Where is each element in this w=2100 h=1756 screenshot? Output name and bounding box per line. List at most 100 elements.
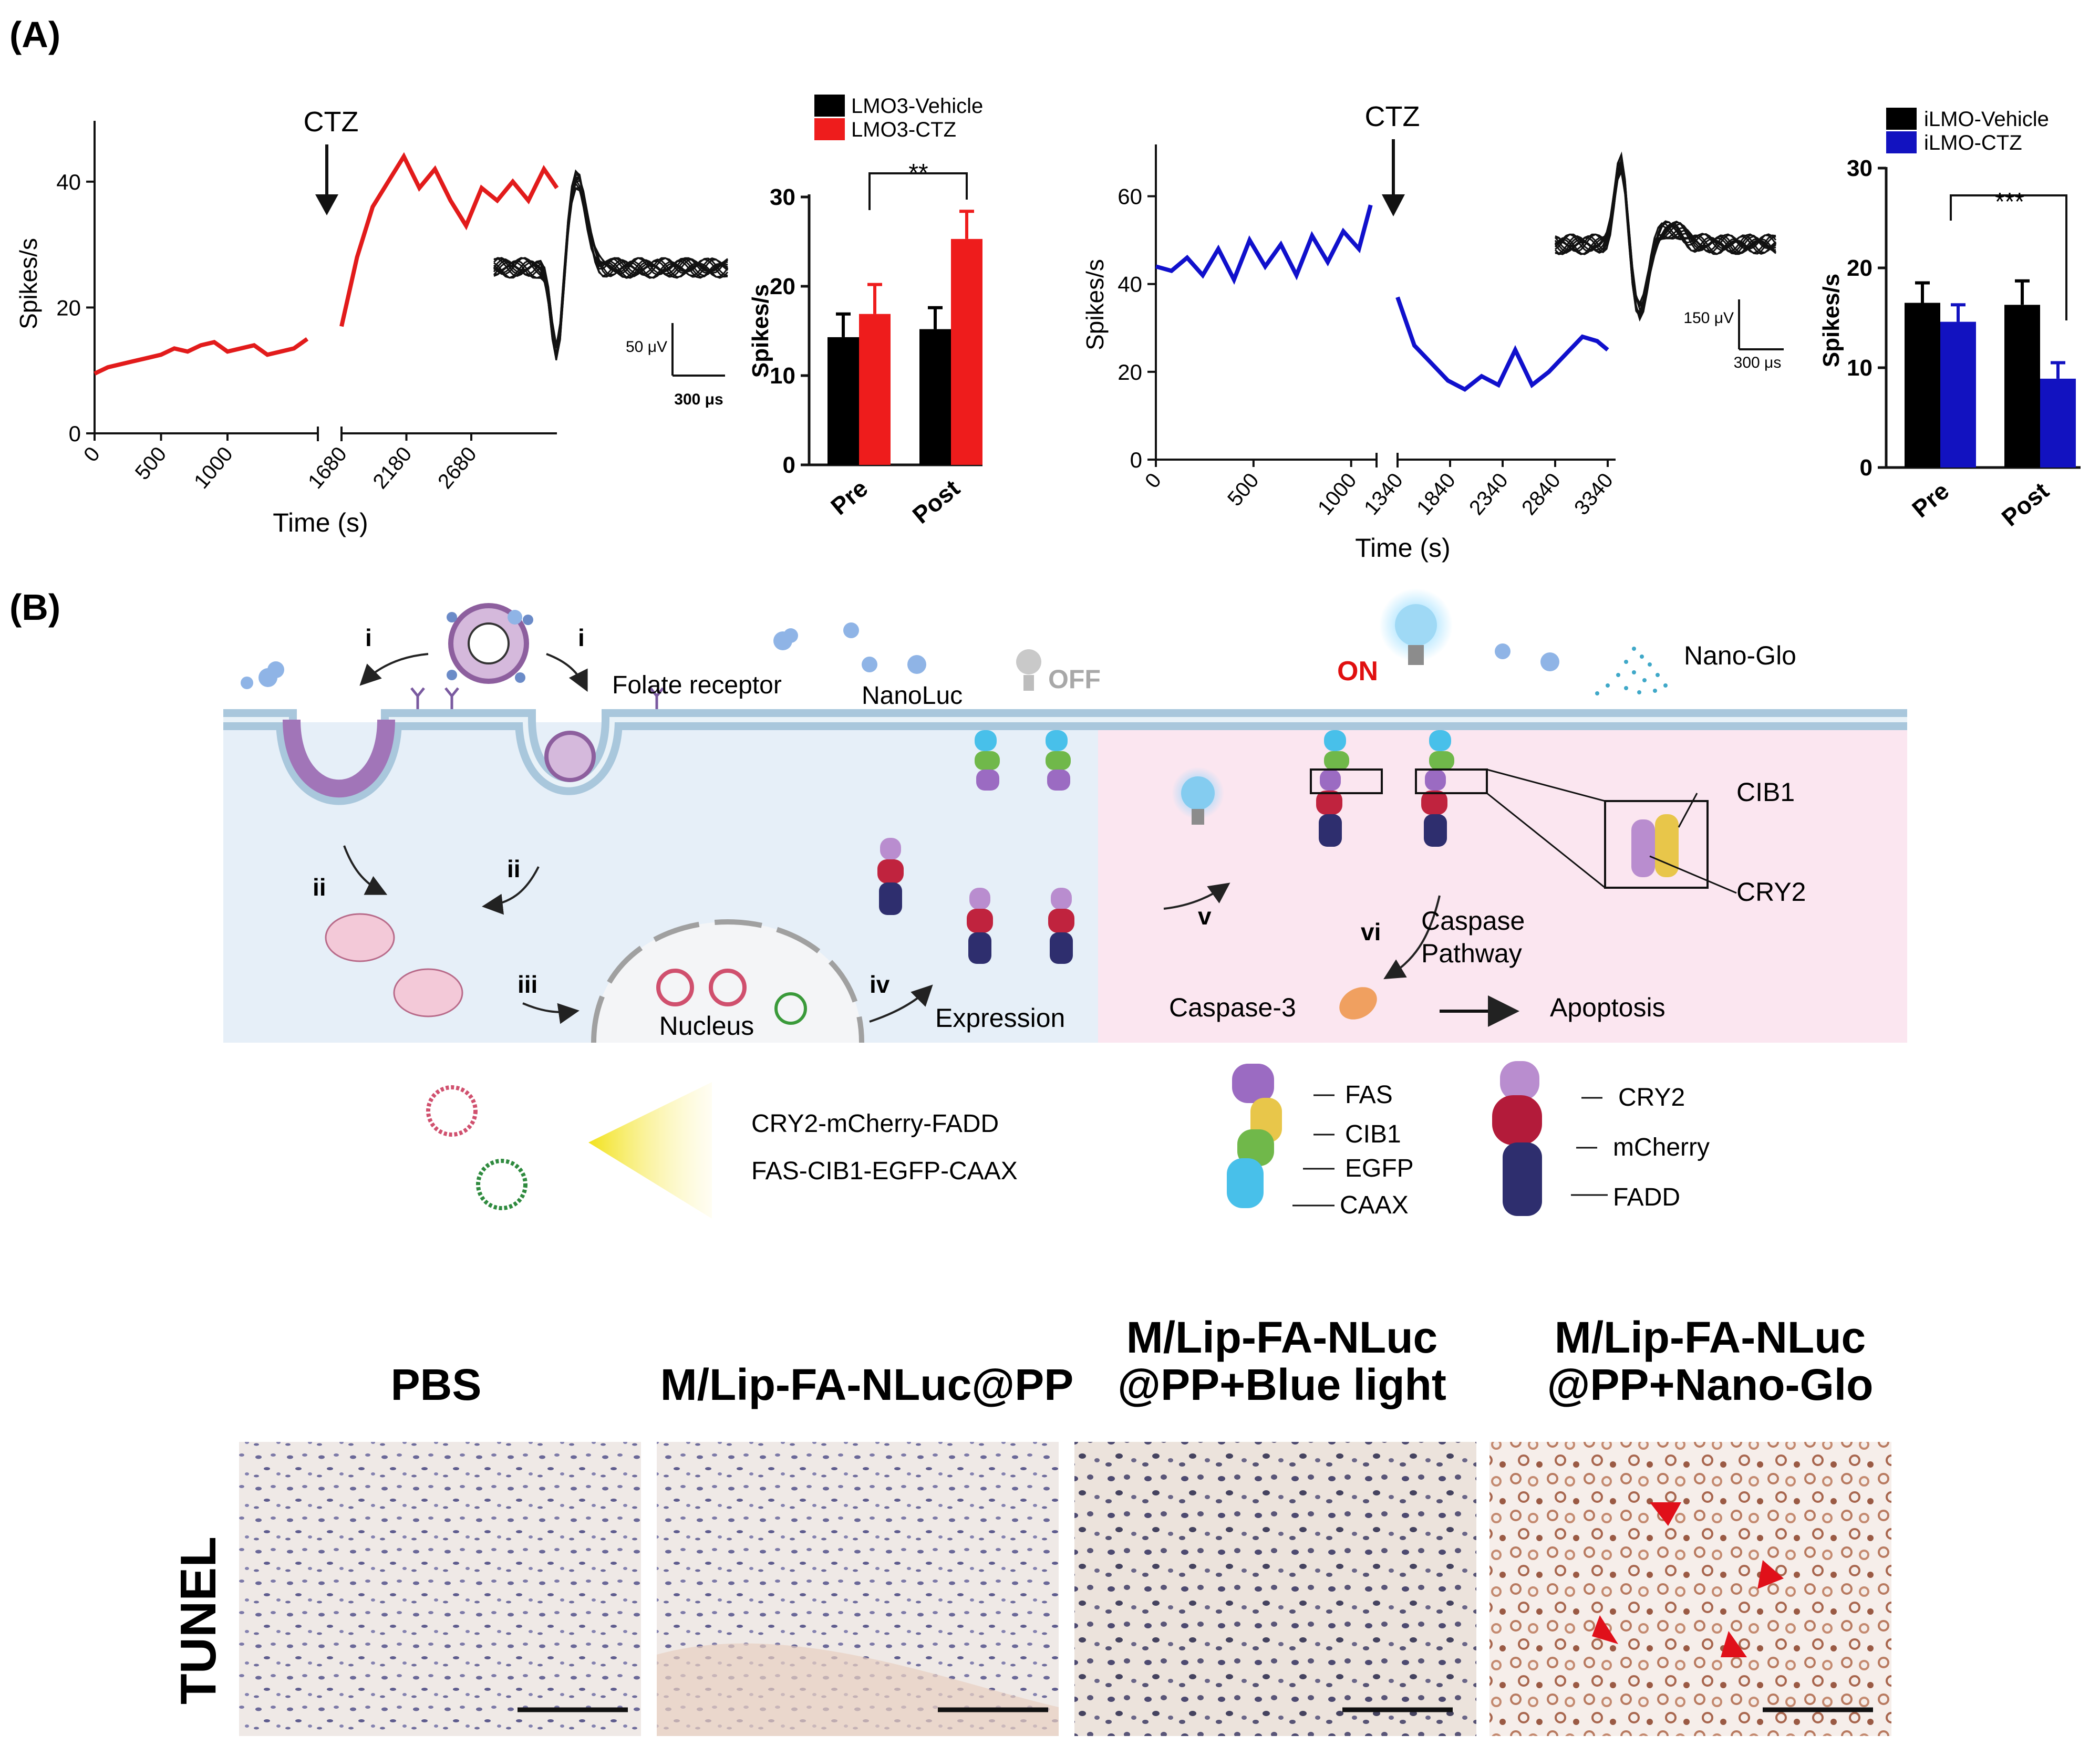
step-iii: iii	[518, 971, 537, 998]
lmo3-bar-chart: 0 10 20 30 Pre Post Spikes/s ** LMO3-Vehicle…	[748, 95, 983, 529]
cib1-label: CIB1	[1736, 777, 1795, 807]
lmo3-trace-chart: 0 20 40 0 500 1000 1680 2180 2680 Spikes/s Time…	[15, 106, 729, 537]
legend-caax: CAAX	[1340, 1191, 1409, 1219]
y-axis-label: Spikes/s	[1081, 259, 1109, 350]
x-tick-label: 0	[1141, 469, 1166, 493]
cytoplasm-right	[1098, 722, 1907, 1043]
waveform-trace	[1555, 159, 1776, 319]
tunel-col2-title: M/Lip-FA-NLuc@PP	[660, 1360, 1074, 1409]
panel-label-b: (B)	[9, 587, 60, 628]
trace-post-segment	[1395, 296, 1609, 392]
bar-ilmo-ctz	[1940, 321, 1976, 467]
step-v: v	[1198, 902, 1212, 930]
significance-bracket	[1950, 194, 2067, 320]
plasmid-red-icon	[709, 969, 747, 1006]
waveform-trace	[1555, 162, 1777, 320]
x-tick-label: 2340	[1465, 469, 1513, 519]
mechanism-schematic: i i Folate receptor NanoLuc OFF ON Nano-…	[223, 588, 1907, 1219]
x-tick-label: Post	[1996, 477, 2054, 532]
significance-bracket	[868, 172, 968, 210]
y-tick-label: 0	[69, 421, 81, 446]
legend-swatch-ctz	[1886, 131, 1917, 153]
x-tick-label: 3340	[1570, 469, 1618, 519]
plasmid2-label: FAS-CIB1-EGFP-CAAX	[751, 1157, 1018, 1185]
tunel-image-nano-glo	[1489, 1442, 1891, 1736]
x-tick-label: 1000	[1313, 469, 1361, 519]
y-tick-label: 40	[1118, 272, 1142, 297]
step-i-right: i	[578, 624, 585, 651]
x-tick-label: 1000	[190, 443, 237, 493]
nano-glo-label: Nano-Glo	[1684, 641, 1796, 670]
waveform-trace	[493, 176, 729, 345]
x-tick-label: 0	[79, 443, 105, 466]
internalized-nanoparticle-icon	[544, 731, 596, 782]
ctz-arrowhead	[315, 194, 338, 215]
scale-bar-amplitude: 50 μV	[626, 338, 667, 356]
ilmo-bar-chart: 0 10 20 30 Pre Post Spikes/s *** iLMO-Vehicl…	[1818, 108, 2081, 532]
significance-label: ***	[1995, 188, 2024, 216]
x-axis-label: Time (s)	[273, 508, 368, 537]
y-tick-label: 20	[1847, 255, 1873, 281]
expression-label: Expression	[935, 1003, 1065, 1033]
step-vi: vi	[1361, 918, 1381, 945]
x-tick-label: 2680	[433, 443, 481, 493]
y-tick-label: 10	[770, 363, 795, 389]
tunel-col4-title-line2: @PP+Nano-Glo	[1547, 1360, 1874, 1409]
caspase-pathway-line2: Pathway	[1421, 939, 1522, 968]
folate-receptor-icon	[410, 687, 664, 709]
caspase3-label: Caspase-3	[1169, 993, 1296, 1022]
bar-ilmo-vehicle	[1905, 303, 1940, 467]
y-tick-label: 40	[56, 170, 81, 194]
plasmid-green-legend-icon	[476, 1159, 527, 1210]
y-tick-label: 0	[783, 452, 795, 478]
zoom-box-1	[1310, 768, 1383, 794]
legend-cib1: CIB1	[1345, 1120, 1401, 1148]
step-iv: iv	[870, 971, 890, 998]
zoom-box-2	[1415, 768, 1488, 794]
bulb-on-icon	[1395, 604, 1437, 665]
trace-post-segment	[339, 152, 559, 327]
legend-label-ctz: iLMO-CTZ	[1924, 131, 2022, 154]
plasmid-red-icon	[656, 969, 694, 1006]
legend-swatch-vehicle	[1886, 108, 1917, 130]
legend-swatch-ctz	[814, 118, 845, 140]
x-tick-label: Post	[907, 474, 965, 529]
nucleus	[591, 919, 864, 1043]
step-ii-right: ii	[507, 855, 521, 882]
bar-lmo3-vehicle	[827, 337, 859, 465]
ctz-annotation: CTZ	[1365, 101, 1420, 132]
significance-label: **	[908, 159, 928, 187]
legend-egfp: EGFP	[1345, 1155, 1414, 1182]
y-tick-label: 0	[1130, 448, 1142, 472]
cytosolic-protein-legend-icon	[1492, 1061, 1542, 1216]
x-tick-label: Pre	[825, 474, 873, 521]
off-label: OFF	[1048, 664, 1101, 694]
scale-bar-time: 300 μs	[674, 391, 723, 408]
waveform-trace	[1554, 159, 1776, 318]
waveform-trace	[493, 177, 728, 347]
tunel-col1-title: PBS	[391, 1360, 482, 1409]
membrane-fusion-protein-icon	[975, 730, 1071, 791]
plasmid-red-legend-icon	[426, 1085, 478, 1137]
legend-label-vehicle: iLMO-Vehicle	[1924, 108, 2049, 131]
plasmid1-label: CRY2-mCherry-FADD	[751, 1110, 999, 1138]
ctz-arrowhead	[1382, 194, 1405, 216]
nano-glo-dots	[1595, 647, 1668, 695]
folate-receptor-label: Folate receptor	[612, 671, 782, 699]
tunel-image-blue-light	[1074, 1442, 1476, 1736]
activated-complex-icon	[1316, 730, 1454, 847]
tunel-col3-title-line1: M/Lip-FA-NLuc	[1126, 1313, 1438, 1362]
step-i-left: i	[365, 624, 372, 651]
legend-label-vehicle: LMO3-Vehicle	[851, 95, 983, 118]
nanoluc-protein-icon	[241, 610, 1559, 689]
x-tick-label: 1840	[1412, 469, 1460, 519]
cytosolic-fusion-protein-icon	[877, 838, 1074, 964]
tunel-positive-arrowheads	[1592, 1502, 1784, 1657]
panel-label-a: (A)	[9, 14, 60, 55]
tunel-col4-title-line1: M/Lip-FA-NLuc	[1555, 1313, 1866, 1362]
bar-lmo3-ctz	[859, 314, 891, 465]
x-tick-label: 500	[131, 443, 171, 484]
light-cone	[588, 1082, 712, 1219]
ctz-annotation: CTZ	[304, 106, 359, 138]
